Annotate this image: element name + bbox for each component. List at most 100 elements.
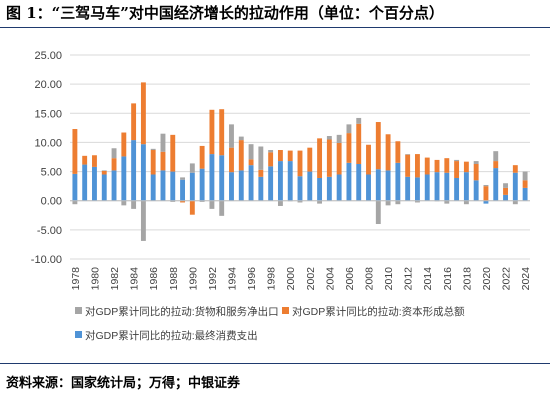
bar-segment (522, 180, 528, 188)
bar-segment (258, 176, 264, 201)
x-tick-label: 2012 (403, 267, 415, 291)
bar-segment (92, 155, 97, 167)
bar-segment (297, 176, 303, 201)
bar-segment (209, 154, 215, 201)
bar-segment (121, 156, 127, 201)
bar-segment (512, 172, 518, 201)
bar-segment (503, 187, 508, 195)
bar-segment (140, 82, 146, 145)
bar-segment (229, 124, 234, 148)
bar-segment (160, 133, 166, 152)
x-tick-label: 2010 (383, 267, 395, 291)
bar-segment (493, 161, 499, 169)
bar-segment (307, 171, 313, 201)
bar-segment (385, 200, 391, 206)
bar-segment (356, 123, 362, 164)
bar-segment (444, 158, 450, 173)
bar-segment (493, 168, 499, 201)
x-tick-label: 1988 (168, 267, 180, 291)
bar-segment (326, 176, 332, 201)
x-tick-label: 2020 (481, 267, 493, 291)
bar-segment (297, 200, 303, 203)
bar-segment (346, 124, 352, 134)
x-tick-label: 2024 (520, 267, 532, 291)
bar-segment (434, 159, 440, 173)
bar-segment (258, 146, 264, 170)
bar-segment (346, 162, 352, 201)
bar-segment (405, 176, 411, 201)
bar-segment (248, 144, 254, 160)
bar-segment (385, 170, 391, 201)
bar-segment (238, 140, 244, 171)
bar-segment (317, 177, 323, 201)
x-tick-label: 1982 (109, 267, 121, 291)
legend-swatch (75, 331, 82, 338)
y-tick-label: 10.00 (34, 137, 62, 149)
bar-segment (140, 144, 146, 201)
source-note: 资料来源：国家统计局；万得；中银证券 (6, 376, 241, 391)
bar-segment (424, 174, 430, 201)
x-tick-label: 2014 (422, 267, 434, 291)
bar-segment (395, 141, 401, 163)
bar-segment (209, 109, 215, 155)
bar-segment (366, 174, 371, 201)
bar-segment (72, 173, 78, 201)
bar-segment (297, 150, 303, 177)
bar-segment (189, 200, 195, 215)
bar-segment (434, 172, 440, 201)
bar-segment (268, 150, 274, 153)
x-tick-label: 1992 (207, 267, 219, 291)
bar-segment (336, 174, 342, 201)
bar-segment (454, 177, 460, 201)
top-divider (0, 27, 550, 28)
bar-segment (189, 163, 195, 173)
bar-segment (219, 200, 225, 216)
bar-segment (483, 200, 489, 204)
x-tick-label: 2016 (442, 267, 454, 291)
legend: 对GDP累计同比的拉动:货物和服务净出口 对GDP累计同比的拉动:资本形成总额对G… (75, 305, 465, 342)
bar-segment (111, 158, 117, 171)
bar-segment (150, 150, 156, 175)
bar-segment (375, 169, 381, 201)
bar-segment (326, 136, 332, 140)
bar-segment (180, 177, 185, 180)
bar-segment (287, 150, 293, 162)
bar-segment (248, 159, 254, 166)
bar-segment (82, 164, 88, 201)
bar-segment (268, 152, 274, 167)
bar-segment (150, 174, 156, 201)
bar-segment (131, 200, 137, 209)
bar-area (72, 82, 528, 241)
bar-segment (385, 134, 391, 171)
bar-segment (121, 132, 127, 157)
bar-segment (131, 140, 137, 201)
bar-segment (219, 109, 225, 156)
bar-segment (72, 200, 78, 205)
bar-segment (473, 180, 479, 201)
bar-segment (415, 200, 420, 203)
bar-segment (82, 155, 88, 165)
bar-segment (317, 138, 323, 178)
bar-segment (111, 170, 117, 201)
bar-segment (199, 168, 205, 201)
bar-segment (199, 200, 205, 202)
bar-segment (238, 170, 244, 201)
figure-title: 图 1：“三驾马车”对中国经济增长的拉动作用（单位：个百分点） (6, 4, 444, 22)
bar-segment (473, 161, 479, 164)
legend-label: 对GDP累计同比的拉动:货物和服务净出口 (85, 305, 279, 318)
x-tick-label: 2002 (305, 267, 317, 291)
x-tick-label: 2000 (285, 267, 297, 291)
legend-label: 对GDP累计同比的拉动:资本形成总额 (292, 305, 465, 318)
bar-segment (287, 161, 293, 201)
x-tick-label: 1998 (266, 267, 278, 291)
bar-segment (512, 165, 518, 173)
bar-segment (454, 159, 460, 162)
x-tick-label: 2006 (344, 267, 356, 291)
bar-segment (160, 170, 166, 201)
bar-segment (522, 187, 528, 201)
x-tick-label: 1996 (246, 267, 258, 291)
x-tick-label: 2022 (501, 267, 513, 291)
bar-segment (405, 154, 411, 177)
bar-segment (140, 200, 146, 241)
bar-segment (463, 200, 469, 205)
